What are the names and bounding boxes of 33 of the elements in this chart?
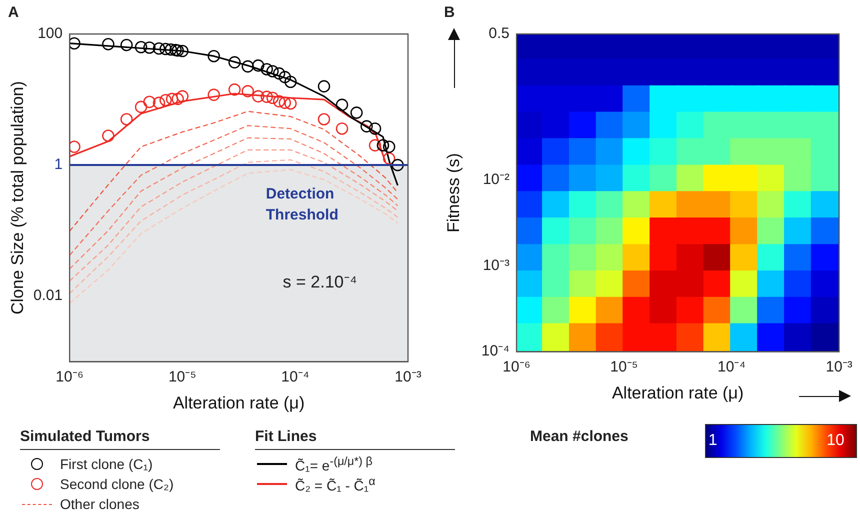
- color-bar-label: 1: [708, 432, 718, 450]
- y-tick-label: 10⁻²: [482, 171, 510, 188]
- legend-label: Other clones: [60, 496, 140, 512]
- text: Fit Lines: [255, 428, 455, 450]
- x-tick-label: 10⁻⁶: [56, 368, 84, 386]
- x-tick-label: 10⁻³: [394, 368, 422, 386]
- x-tick-label: 10⁻⁴: [281, 368, 310, 386]
- x-tick-label: 10⁻⁴: [718, 358, 746, 376]
- x-tick-label: 10⁻⁶: [502, 358, 530, 376]
- legend-label: C̃₂ = C̃₁ - C̃₁$^{α}$: [295, 474, 376, 494]
- legend-label: First clone (C₁): [60, 456, 153, 472]
- x-axis-title: Alteration rate (μ): [172, 393, 305, 412]
- x-tick-label: 10⁻⁵: [168, 368, 196, 386]
- chart-title: A: [8, 4, 19, 22]
- text: Simulated Tumors: [20, 428, 220, 450]
- y-axis-title: Clone Size (% total population): [8, 81, 27, 315]
- ref-line-label: Detection Threshold: [266, 186, 338, 224]
- x-tick-label: 10⁻⁵: [610, 358, 638, 376]
- y-tick-label: 100: [38, 25, 63, 42]
- legend-label: Second clone (C₂): [60, 476, 174, 492]
- y-tick-label: 1: [54, 156, 63, 174]
- x-tick-label: 10⁻³: [826, 358, 852, 376]
- y-tick-label: 0.5: [488, 25, 510, 42]
- y-tick-label: 10⁻³: [482, 256, 510, 274]
- legend-label: C̃₁= e$^{-(μ/μ*) β}$: [295, 454, 372, 474]
- annotation: s = 2.10⁻⁴: [282, 272, 358, 292]
- y-tick-label: 10⁻⁴: [481, 342, 510, 360]
- chart-title: B: [444, 4, 455, 22]
- color-bar-title: Mean #clones: [530, 428, 628, 445]
- y-tick-label: 0.01: [33, 287, 63, 304]
- x-axis-title: Alteration rate (μ): [612, 383, 744, 402]
- y-axis-title: Fitness (s): [444, 153, 463, 232]
- color-bar-label: 10: [826, 432, 844, 450]
